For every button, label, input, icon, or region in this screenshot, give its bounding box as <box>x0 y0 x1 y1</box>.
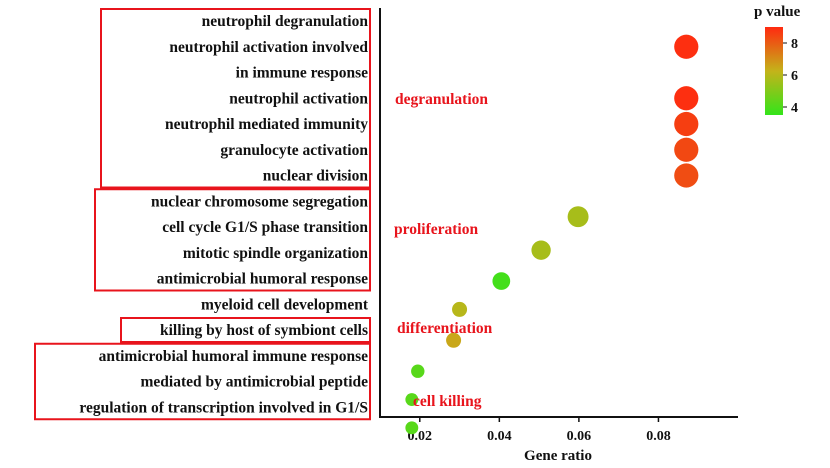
term-label: neutrophil mediated immunity <box>165 116 368 133</box>
p-value-legend: p value 4 6 8 <box>754 4 801 116</box>
term-label: granulocyte activation <box>220 142 368 159</box>
term-label: myeloid cell development <box>201 296 369 313</box>
group-labels: degranulation proliferation differentiatio… <box>394 91 493 410</box>
legend-tick-label: 8 <box>791 37 798 52</box>
data-point <box>674 137 699 162</box>
legend-title: p value <box>754 4 801 20</box>
data-point <box>674 111 699 137</box>
data-point <box>674 34 699 59</box>
data-point <box>531 240 551 260</box>
term-label: neutrophil activation <box>229 90 368 107</box>
term-label: antimicrobial humoral response <box>157 271 368 288</box>
term-label: neutrophil degranulation <box>202 13 369 30</box>
legend-colorbar <box>765 27 783 115</box>
term-label: killing by host of symbiont cells <box>160 322 368 339</box>
data-point <box>567 206 589 228</box>
group-box <box>100 8 371 189</box>
data-point <box>411 364 425 378</box>
group-boxes <box>34 8 371 421</box>
legend-ticks: 4 6 8 <box>783 37 798 116</box>
term-label: neutrophil activation involved <box>169 39 368 56</box>
x-axis-title: Gene ratio <box>524 448 592 464</box>
x-tick-label: 0.04 <box>487 429 512 444</box>
legend-tick-label: 4 <box>791 101 798 116</box>
data-point <box>446 332 462 348</box>
data-point <box>405 393 419 406</box>
term-label: antimicrobial humoral immune response <box>99 348 369 365</box>
term-labels: neutrophil degranulation neutrophil activ… <box>79 13 368 416</box>
term-label: regulation of transcription involved in … <box>79 399 368 416</box>
data-point <box>492 272 511 290</box>
x-ticks: 0.02 0.04 0.06 0.08 <box>408 417 671 444</box>
data-point <box>674 163 699 188</box>
x-tick-label: 0.08 <box>646 429 671 444</box>
term-label: nuclear division <box>263 168 369 185</box>
data-point <box>674 86 699 111</box>
term-label: cell cycle G1/S phase transition <box>162 219 368 236</box>
x-tick-label: 0.06 <box>567 429 592 444</box>
group-label: degranulation <box>395 91 488 108</box>
legend-tick-label: 6 <box>791 69 798 84</box>
axes <box>379 8 738 418</box>
group-box <box>120 317 371 343</box>
term-label: nuclear chromosome segregation <box>151 193 368 210</box>
data-points <box>405 34 699 435</box>
term-label: mediated by antimicrobial peptide <box>141 374 369 391</box>
group-label: proliferation <box>394 221 478 238</box>
data-point <box>452 301 468 317</box>
group-label: differentiation <box>397 320 493 337</box>
group-label: cell killing <box>413 393 482 410</box>
group-box <box>34 342 371 421</box>
group-box <box>94 188 371 292</box>
term-label: mitotic spindle organization <box>183 245 369 262</box>
term-label: in immune response <box>236 65 368 82</box>
data-point <box>405 421 419 435</box>
